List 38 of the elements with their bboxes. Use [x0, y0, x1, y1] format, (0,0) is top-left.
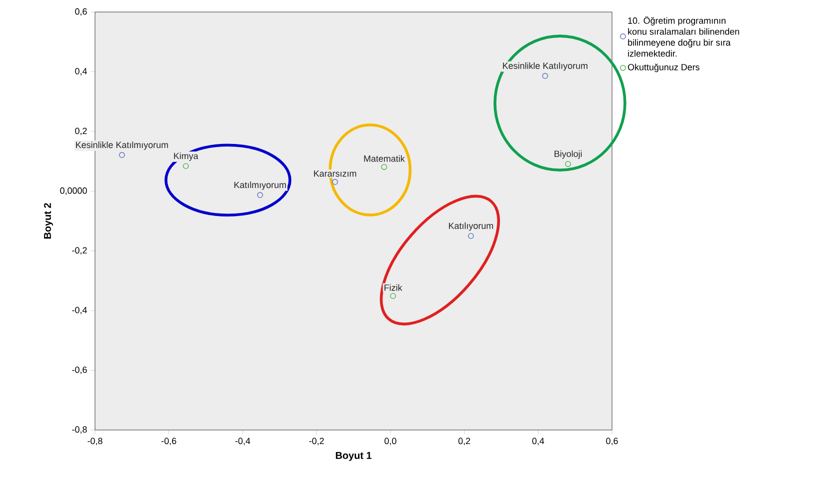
x-tick-label: -0,8 — [88, 438, 102, 446]
point — [542, 72, 548, 79]
x-tick-label: 0,2 — [458, 438, 470, 446]
point — [257, 192, 264, 198]
point — [118, 152, 125, 158]
annotation: Katılmıyorum — [234, 181, 286, 190]
point — [332, 178, 338, 185]
y-tick-label: -0,6 — [72, 366, 87, 374]
x-tick-label: -0,4 — [235, 438, 250, 446]
y-axis-title: Boyut 2 — [44, 203, 53, 239]
annotation: Biyoloji — [554, 150, 582, 159]
x-tick-label: -0,6 — [162, 438, 176, 446]
point — [381, 164, 388, 170]
x-tick-label: -0,2 — [309, 438, 324, 446]
point — [565, 160, 572, 167]
y-tick-label: 0,2 — [75, 128, 87, 136]
point — [390, 292, 396, 299]
legend-label: Okuttuğunuz Ders — [628, 64, 700, 72]
x-tick-label: 0,0 — [384, 438, 396, 446]
y-tick-label: -0,4 — [72, 306, 87, 314]
annotation: Matematik — [364, 155, 405, 162]
y-tick-label: 0,6 — [75, 8, 87, 16]
annotation: Kararsızım — [314, 170, 356, 177]
y-tick-label: -0,2 — [72, 247, 87, 255]
x-axis-title: Boyut 1 — [336, 452, 372, 461]
annotation: Kesinlikle Katılıyorum — [503, 62, 588, 71]
x-tick-label: 0,4 — [532, 438, 544, 446]
y-tick-label: -0,8 — [72, 426, 87, 434]
y-tick-label: 0,4 — [75, 68, 87, 76]
annotation: Kesinlikle Katılmıyorum — [76, 141, 168, 150]
x-tick-label: 0,6 — [606, 438, 618, 446]
annotation: Katılıyorum — [448, 222, 494, 231]
point — [468, 232, 474, 239]
y-tick-label: 0,0000 — [60, 187, 87, 195]
point — [182, 163, 189, 170]
annotation: Fizik — [384, 284, 402, 291]
annotation: Kimya — [174, 152, 198, 161]
legend-label: 10. Öğretim programının konu sıralamaları bilinenden bilinmeyene doğru bir sıra izlemektedir. — [628, 16, 740, 57]
